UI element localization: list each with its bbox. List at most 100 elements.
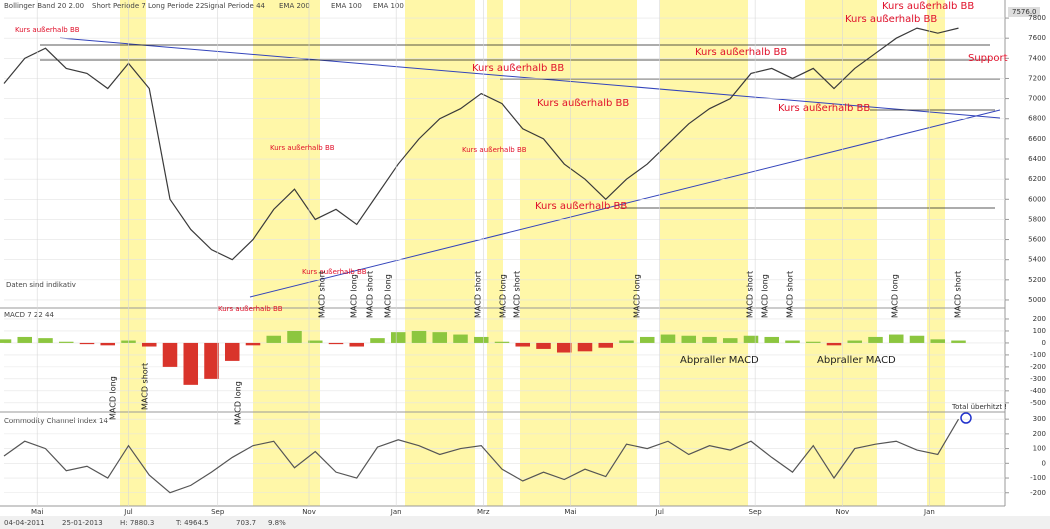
histogram-bar — [58, 341, 74, 343]
signal-label: MACD short — [786, 271, 795, 318]
histogram-bar — [660, 334, 676, 343]
annotation: Kurs außerhalb BB — [472, 63, 564, 74]
annotation: Kurs außerhalb BB — [302, 268, 367, 276]
histogram-bar — [909, 335, 925, 343]
x-tick-label: Mai — [31, 508, 43, 516]
highlight-band — [805, 0, 877, 506]
histogram-bar — [951, 340, 966, 343]
histogram-bar — [79, 342, 95, 345]
signal-label: MACD long — [499, 274, 508, 318]
signal-label: MACD short — [366, 271, 375, 318]
highlight-circle — [960, 412, 972, 424]
y-tick-label: 5200 — [1028, 276, 1046, 284]
status-text: 04-04-2011 — [4, 519, 45, 527]
histogram-bar — [432, 332, 448, 343]
annotation: Kurs außerhalb BB — [218, 305, 283, 313]
highlight-band — [927, 0, 945, 506]
x-tick-label: Mrz — [477, 508, 490, 516]
histogram-bar — [224, 342, 240, 361]
highlight-band — [253, 0, 320, 506]
annotation: Kurs außerhalb BB — [535, 201, 627, 212]
annotation: Kurs außerhalb BB — [537, 98, 629, 109]
y-tick-label: -200 — [1030, 363, 1046, 371]
signal-label: MACD long — [891, 274, 900, 318]
signal-label: MACD short — [746, 271, 755, 318]
signal-label: MACD short — [954, 271, 963, 318]
histogram-bar — [577, 342, 593, 352]
signal-label: MACD long — [234, 381, 243, 425]
histogram-bar — [38, 338, 53, 343]
histogram-bar — [411, 330, 427, 343]
status-text: T: 4964.5 — [175, 519, 209, 527]
y-tick-label: 6600 — [1028, 135, 1046, 143]
histogram-bar — [183, 342, 199, 385]
y-tick-label: 5000 — [1028, 296, 1046, 304]
y-tick-label: 100 — [1033, 327, 1046, 335]
status-text: H: 7880.3 — [120, 519, 154, 527]
y-tick-label: 200 — [1033, 315, 1046, 323]
histogram-bar — [868, 336, 883, 343]
status-text: 25-01-2013 — [62, 519, 103, 527]
histogram-bar — [204, 342, 219, 379]
histogram-bar — [785, 340, 800, 343]
status-text: 9.8% — [268, 519, 286, 527]
series-line — [3, 27, 959, 261]
status-bar — [0, 516, 1050, 529]
histogram-bar — [722, 338, 738, 343]
histogram-bar — [764, 336, 780, 343]
annotation: Abpraller MACD — [680, 355, 759, 366]
highlight-band — [660, 0, 748, 506]
annotation: Kurs außerhalb BB — [778, 103, 870, 114]
y-tick-label: 0 — [1042, 339, 1046, 347]
histogram-bar — [494, 341, 510, 343]
y-tick-label: 7600 — [1028, 34, 1046, 42]
y-tick-label: 6000 — [1028, 195, 1046, 203]
histogram-bar — [888, 334, 904, 343]
histogram-bar — [370, 338, 385, 343]
highlight-band — [487, 0, 503, 506]
y-tick-label: 7400 — [1028, 54, 1046, 62]
annotation: Kurs außerhalb BB — [270, 144, 335, 152]
histogram-bar — [847, 340, 863, 343]
histogram-bar — [743, 335, 759, 343]
signal-label: MACD short — [513, 271, 522, 318]
legend-item: EMA 200 — [279, 2, 310, 10]
cci-title: Commodity Channel Index 14 — [4, 417, 109, 425]
highlight-band — [405, 0, 475, 506]
x-tick-label: Jan — [390, 508, 402, 516]
signal-label: MACD short — [318, 271, 327, 318]
y-tick-label: -100 — [1030, 474, 1046, 482]
annotation: Support — [968, 53, 1008, 64]
annotation: Kurs außerhalb BB — [845, 14, 937, 25]
histogram-bar — [390, 332, 406, 343]
histogram-bar — [556, 342, 572, 353]
x-tick-label: Jul — [654, 508, 664, 516]
histogram-bar — [598, 342, 614, 348]
signal-label: MACD long — [350, 274, 359, 318]
series-line — [3, 418, 960, 494]
highlight-bands — [120, 0, 945, 506]
y-tick-label: -500 — [1030, 399, 1046, 407]
last-price: 7576.0 — [1012, 8, 1037, 16]
histogram-bar — [162, 342, 178, 367]
x-tick-label: Sep — [749, 508, 763, 516]
trend-line — [249, 109, 1001, 298]
histogram-bar — [826, 342, 842, 346]
histogram-bar — [453, 334, 468, 343]
histogram-bar — [307, 340, 323, 343]
histogram-bar — [930, 339, 946, 343]
status-text: 703.7 — [236, 519, 256, 527]
y-tick-label: 6400 — [1028, 155, 1046, 163]
annotation: Kurs außerhalb BB — [882, 1, 974, 12]
x-tick-label: Jan — [923, 508, 935, 516]
histogram-bar — [515, 342, 531, 347]
legend-item: Bollinger Band 20 2.00 — [4, 2, 84, 10]
histogram-bar — [473, 336, 489, 343]
y-tick-label: 5400 — [1028, 256, 1046, 264]
legend-item: Long Periode 22 — [148, 2, 204, 10]
signal-label: MACD short — [474, 271, 483, 318]
x-tick-label: Nov — [302, 508, 316, 516]
signal-label: MACD short — [141, 363, 150, 410]
annotation: Abpraller MACD — [817, 355, 896, 366]
